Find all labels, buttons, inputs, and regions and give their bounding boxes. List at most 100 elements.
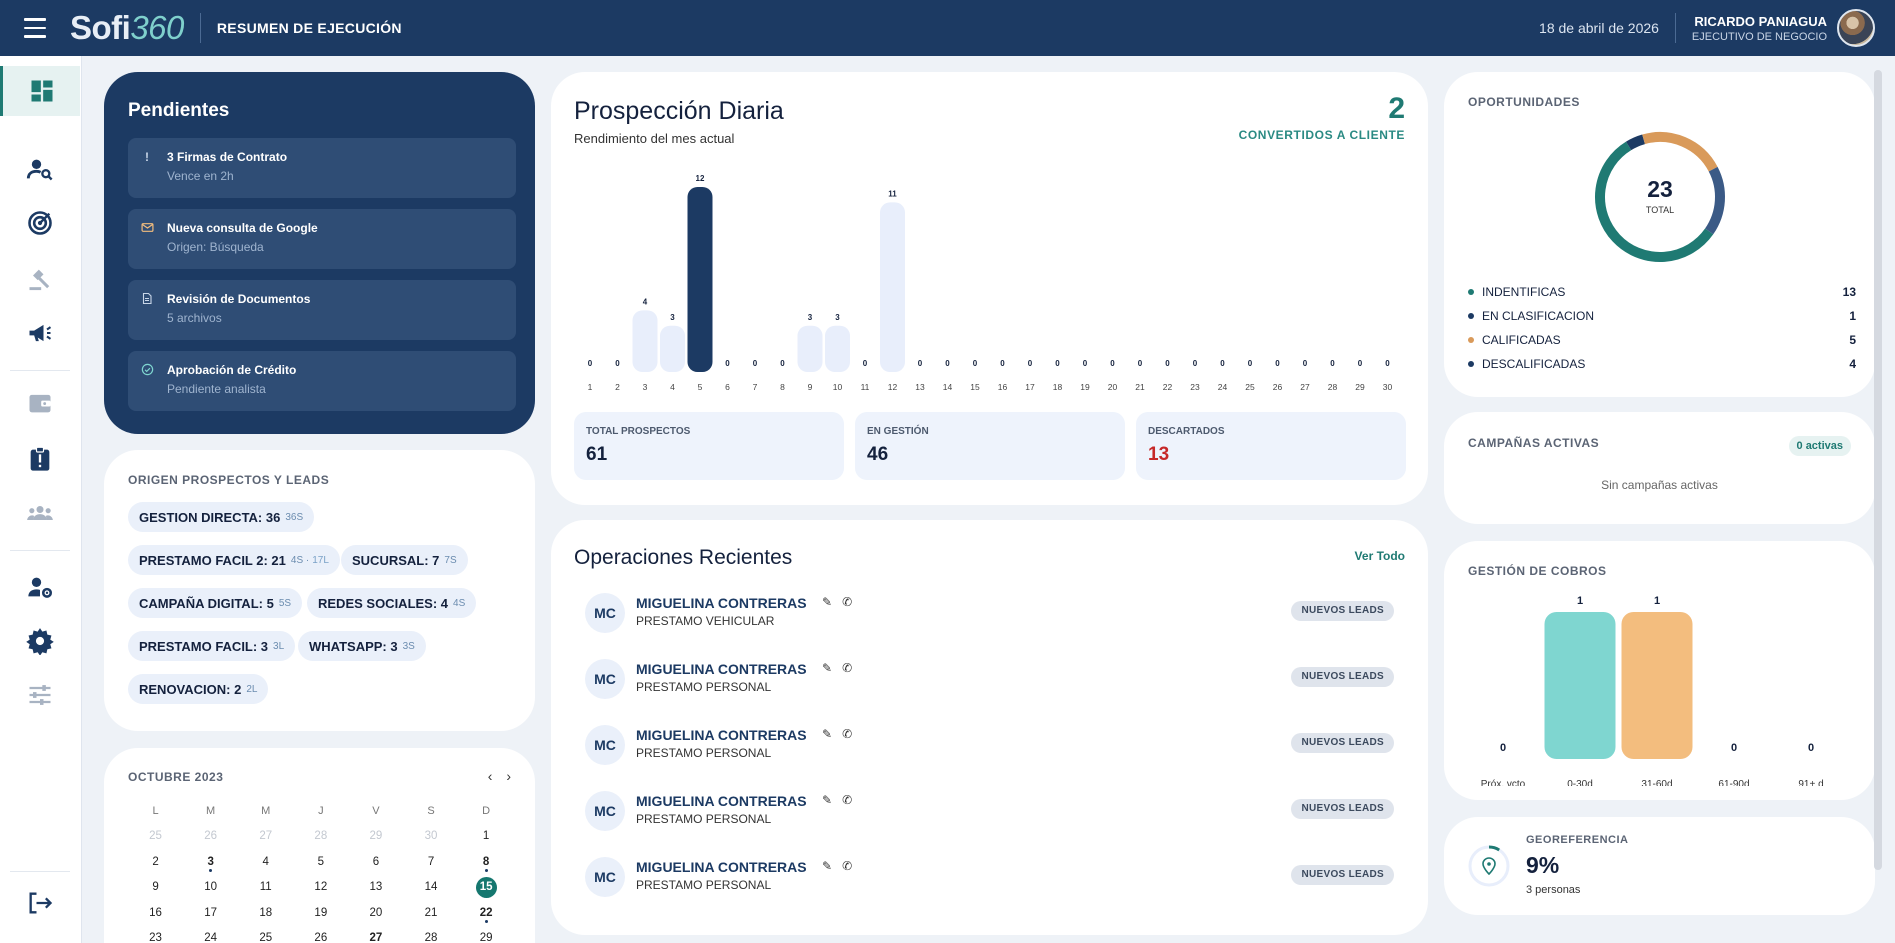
bar-value-label: 12	[696, 174, 705, 183]
operation-row[interactable]: MC MIGUELINA CONTRERAS PRESTAMO PERSONAL…	[574, 852, 1406, 910]
calendar-day[interactable]: 28	[314, 830, 328, 843]
calendar-day[interactable]: 17	[204, 906, 218, 919]
x-tick-label: 3	[643, 382, 648, 392]
phone-icon[interactable]: ✆	[842, 793, 853, 807]
calendar-day[interactable]: 11	[259, 881, 272, 894]
calendar-day[interactable]: 2	[152, 855, 159, 868]
operation-row[interactable]: MC MIGUELINA CONTRERAS PRESTAMO VEHICULA…	[574, 588, 1406, 646]
lead-source-chip[interactable]: RENOVACION: 2 2L	[128, 674, 269, 704]
calendar-day[interactable]: 6	[372, 855, 380, 868]
calendar-day[interactable]: 7	[427, 855, 435, 868]
bar[interactable]	[632, 310, 658, 372]
bar[interactable]	[687, 187, 713, 372]
edit-icon[interactable]: ✎	[822, 661, 833, 675]
sidebar-item-wallet[interactable]	[0, 378, 80, 428]
calendar-day[interactable]: 8	[459, 856, 514, 872]
bar[interactable]	[825, 325, 850, 372]
calendar-day[interactable]: 22	[459, 907, 514, 923]
lead-source-chip[interactable]: WHATSAPP: 3 3S	[298, 631, 426, 661]
sidebar-item-settings[interactable]	[0, 616, 80, 666]
converted-count: 2	[1388, 92, 1405, 125]
collection-bar[interactable]	[1544, 612, 1616, 759]
logout-button[interactable]	[0, 878, 80, 928]
scrollbar[interactable]	[1874, 70, 1882, 870]
lead-source-chip[interactable]: GESTION DIRECTA: 36 36S	[128, 502, 315, 532]
calendar-day[interactable]: 13	[369, 881, 383, 894]
phone-icon[interactable]: ✆	[842, 595, 853, 609]
calendar-day[interactable]: 1	[482, 830, 490, 843]
calendar-day[interactable]: 23	[149, 932, 162, 943]
calendar-day[interactable]: 18	[259, 906, 273, 919]
edit-icon[interactable]: ✎	[822, 595, 833, 609]
sidebar-item-dashboard[interactable]	[0, 66, 80, 116]
edit-icon[interactable]: ✎	[822, 793, 833, 807]
collection-bar[interactable]	[1621, 612, 1693, 759]
sidebar-item-target[interactable]	[0, 198, 80, 248]
calendar-day[interactable]: 29	[479, 932, 493, 943]
sidebar-item-filters[interactable]	[0, 670, 80, 720]
calendar-day[interactable]: 9	[152, 881, 159, 894]
user-info[interactable]: RICARDO PANIAGUA EJECUTIVO DE NEGOCIO	[1692, 14, 1827, 43]
chevron-right-icon[interactable]: ›	[506, 768, 511, 784]
sidebar-item-campaigns[interactable]	[0, 308, 80, 358]
calendar-day[interactable]: 10	[204, 881, 218, 894]
donut-slice[interactable]	[1704, 166, 1725, 235]
pending-item[interactable]: Revisión de Documentos 5 archivos	[128, 280, 516, 340]
calendar-day[interactable]: 19	[314, 906, 328, 919]
app-logo[interactable]: Sofi 360	[70, 9, 184, 46]
calendar-day[interactable]: 25	[259, 932, 273, 943]
bar[interactable]	[660, 325, 685, 372]
pending-item[interactable]: ! 3 Firmas de Contrato Vence en 2h	[128, 138, 516, 198]
donut-slice[interactable]	[1642, 132, 1718, 172]
sidebar-item-search-people[interactable]	[0, 144, 80, 194]
calendar-day[interactable]: 27	[369, 932, 383, 943]
lead-source-chip[interactable]: PRESTAMO FACIL 2: 21 4S · 17L	[128, 545, 340, 575]
calendar-day[interactable]: 5	[317, 855, 325, 868]
edit-icon[interactable]: ✎	[822, 727, 833, 741]
avatar[interactable]	[1837, 9, 1875, 47]
calendar-day[interactable]: 25	[149, 830, 162, 843]
phone-icon[interactable]: ✆	[842, 661, 853, 675]
calendar-day[interactable]: 30	[424, 830, 438, 843]
view-all-link[interactable]: Ver Todo	[1354, 549, 1405, 563]
calendar-day[interactable]: 4	[262, 855, 269, 868]
calendar-day[interactable]: 29	[369, 830, 383, 843]
calendar-day[interactable]: 14	[424, 881, 438, 894]
bar[interactable]	[880, 202, 905, 372]
bar[interactable]	[797, 325, 823, 372]
sidebar-item-user-settings[interactable]	[0, 562, 80, 612]
calendar-day-today[interactable]: 15	[459, 876, 514, 898]
lead-source-chip[interactable]: REDES SOCIALES: 4 4S	[307, 588, 477, 618]
donut-slice[interactable]	[1626, 134, 1646, 151]
pending-item[interactable]: Nueva consulta de Google Origen: Búsqued…	[128, 209, 516, 269]
menu-icon[interactable]	[0, 0, 70, 56]
calendar-day[interactable]: 20	[369, 906, 383, 919]
calendar-day[interactable]: 28	[424, 932, 438, 943]
check-circle-icon	[140, 363, 154, 377]
sidebar-item-tasks[interactable]	[0, 434, 80, 484]
operation-row[interactable]: MC MIGUELINA CONTRERAS PRESTAMO PERSONAL…	[574, 654, 1406, 712]
calendar-day[interactable]: 3	[183, 856, 238, 872]
sidebar-item-legal[interactable]	[0, 254, 80, 304]
calendar-day[interactable]: 26	[314, 932, 328, 943]
edit-icon[interactable]: ✎	[822, 859, 833, 873]
gavel-icon	[29, 269, 50, 291]
operation-row[interactable]: MC MIGUELINA CONTRERAS PRESTAMO PERSONAL…	[574, 720, 1406, 778]
sidebar-item-groups[interactable]	[0, 488, 80, 538]
pending-item[interactable]: Aprobación de Crédito Pendiente analista	[128, 351, 516, 411]
operation-row[interactable]: MC MIGUELINA CONTRERAS PRESTAMO PERSONAL…	[574, 786, 1406, 844]
calendar-day[interactable]: 16	[149, 906, 162, 919]
calendar-day[interactable]: 27	[259, 830, 273, 843]
lead-source-chip[interactable]: SUCURSAL: 7 7S	[341, 545, 468, 575]
lead-source-chip[interactable]: PRESTAMO FACIL: 3 3L	[128, 631, 296, 661]
bar-value-label: 0	[863, 359, 868, 368]
calendar-day[interactable]: 12	[314, 881, 328, 894]
phone-icon[interactable]: ✆	[842, 859, 853, 873]
chevron-left-icon[interactable]: ‹	[487, 768, 493, 784]
lead-source-chip[interactable]: CAMPAÑA DIGITAL: 5 5S	[128, 588, 303, 618]
donut-slice[interactable]	[1595, 141, 1714, 262]
phone-icon[interactable]: ✆	[842, 727, 853, 741]
calendar-day[interactable]: 24	[204, 932, 218, 943]
calendar-day[interactable]: 21	[424, 906, 438, 919]
calendar-day[interactable]: 26	[204, 830, 218, 843]
